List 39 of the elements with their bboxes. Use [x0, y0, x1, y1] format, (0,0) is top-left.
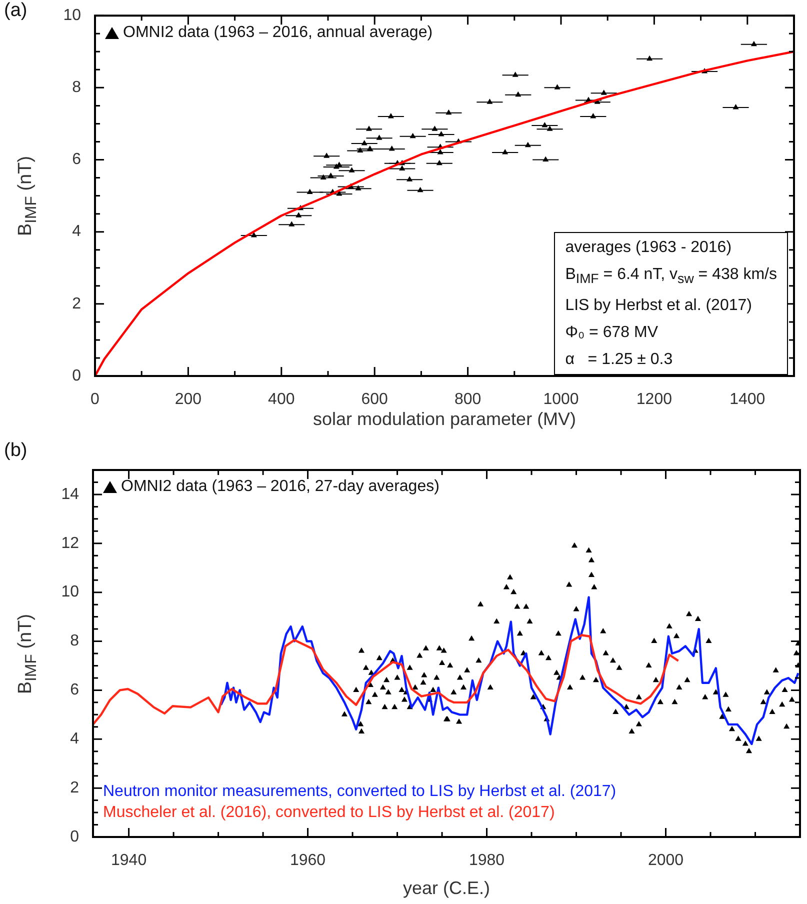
- legend-label: OMNI2 data (1963 – 2016, 27-day averages): [121, 478, 440, 496]
- annotation: LIS by Herbst et al. (2017): [565, 296, 753, 316]
- y-tick-label: 14: [61, 486, 80, 503]
- y-tick-label: 2: [70, 779, 80, 796]
- x-tick-label: 800: [454, 391, 482, 408]
- x-tick-label: 1940: [111, 852, 147, 870]
- x-axis-title: solar modulation parameter (MV): [312, 409, 576, 430]
- x-tick-label: 1000: [543, 391, 579, 408]
- y-tick-label: 6: [72, 151, 82, 168]
- y-tick-label: 6: [70, 682, 80, 699]
- x-tick-label: 1200: [636, 391, 672, 408]
- annotation: Φ₀ = 678 MV: [565, 323, 659, 343]
- y-tick-label: 4: [70, 730, 80, 748]
- x-tick-label: 400: [268, 391, 295, 408]
- legend-label: OMNI2 data (1963 – 2016, annual average): [123, 24, 433, 42]
- y-tick-label: 10: [61, 584, 80, 601]
- x-tick-label: 1960: [290, 852, 326, 870]
- y-tick-label: 2: [72, 295, 82, 312]
- chart-title: (b): [4, 440, 28, 462]
- x-tick-label: 1400: [730, 391, 766, 408]
- y-tick-label: 8: [70, 632, 80, 650]
- x-tick-label: 0: [90, 391, 100, 408]
- y-tick-label: 0: [70, 828, 80, 846]
- x-tick-label: 600: [361, 391, 388, 408]
- x-axis-title: year (C.E.): [402, 878, 490, 898]
- annotation: α = 1.25 ± 0.3: [565, 350, 674, 370]
- y-tick-label: 10: [63, 7, 82, 24]
- y-tick-label: 4: [72, 223, 82, 240]
- x-tick-label: 2000: [648, 852, 684, 870]
- annotation: B$_{IMF}$ = 6.4 nT, v$_{sw}$ = 438 km/s: [565, 264, 777, 288]
- chart-title: (a): [4, 0, 28, 22]
- text: Muscheler et al. (2016), converted to LIS by Herbst et al. (2017): [103, 803, 556, 823]
- x-tick-label: 1980: [468, 852, 505, 870]
- x-tick-label: 200: [174, 391, 202, 408]
- y-tick-label: 12: [61, 534, 80, 552]
- annotation: averages (1963 - 2016): [565, 238, 733, 258]
- y-tick-label: 8: [72, 79, 82, 96]
- text: Neutron monitor measurements, converted to LIS by Herbst et al. (2017): [103, 782, 616, 802]
- y-tick-label: 0: [72, 367, 82, 384]
